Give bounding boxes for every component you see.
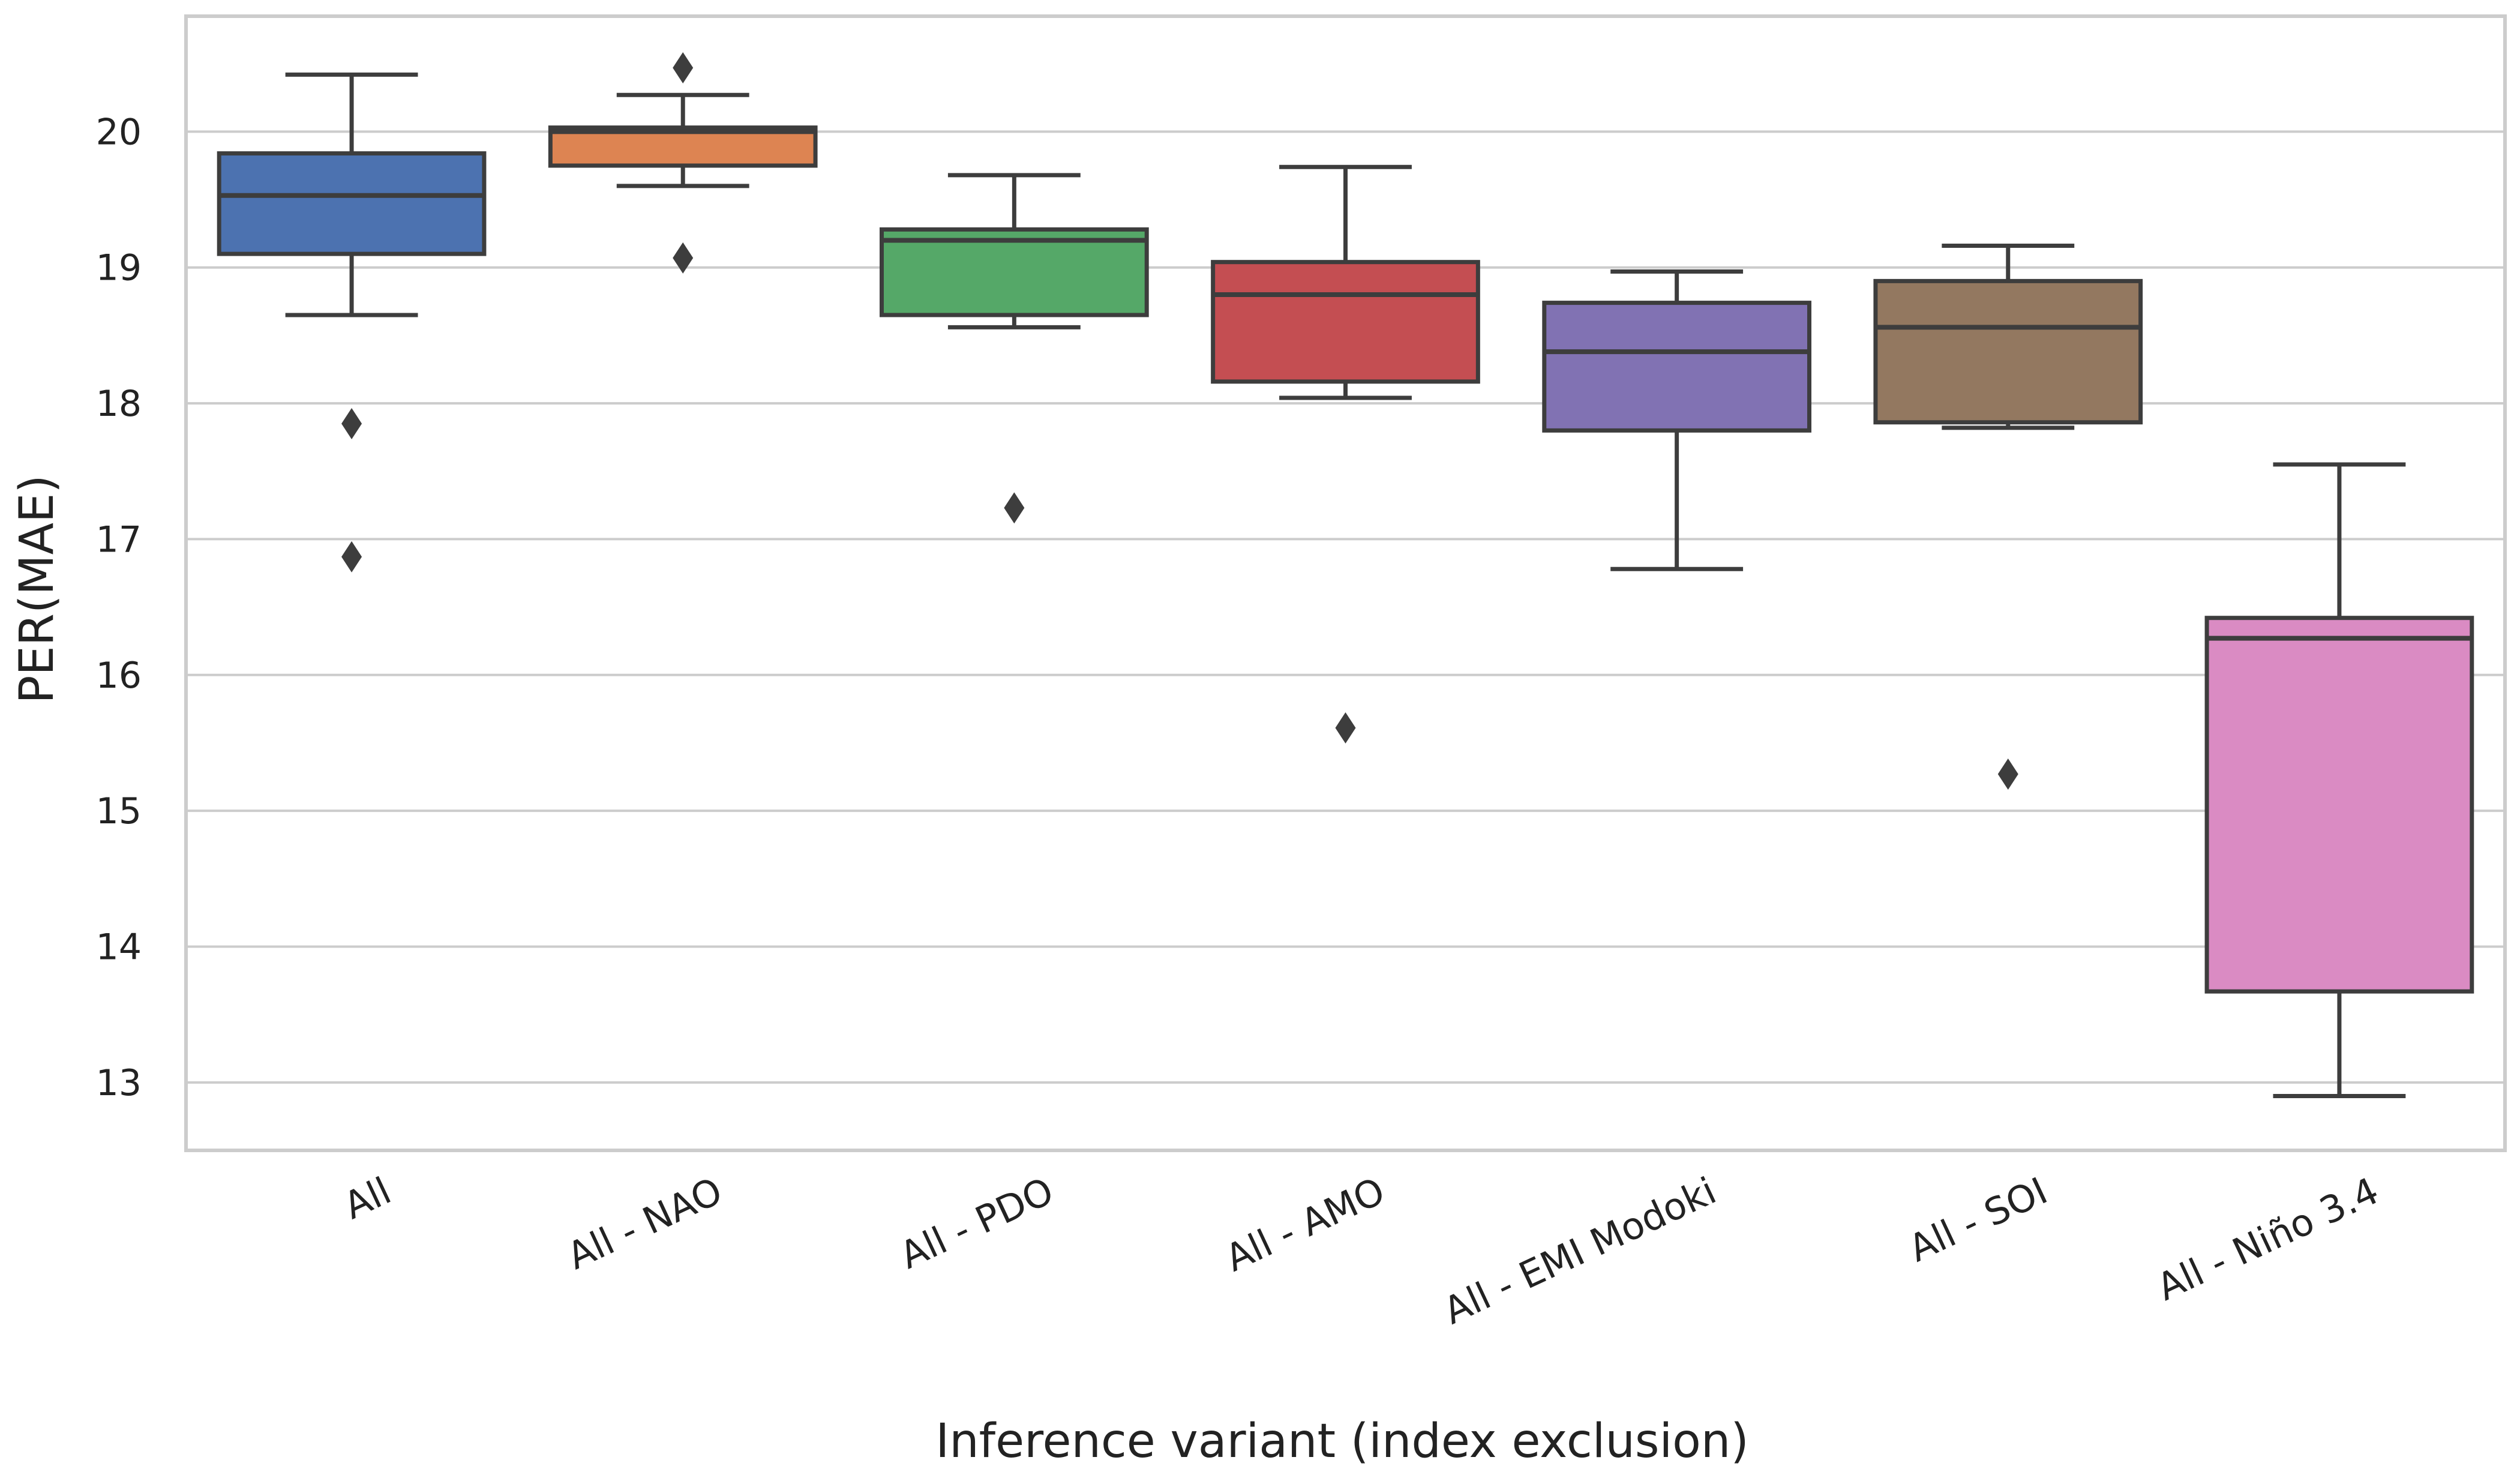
outlier-marker [341, 541, 362, 572]
box-group [548, 52, 818, 274]
box-group [1873, 244, 2143, 790]
outlier-marker [1335, 712, 1356, 744]
box-iqr [217, 151, 487, 256]
y-tick-label: 16 [96, 655, 142, 697]
box-iqr [1873, 278, 2143, 425]
y-tick-label: 20 [96, 111, 142, 153]
outlier-marker [673, 242, 694, 274]
box-group [217, 72, 487, 572]
box-group [1542, 269, 1811, 571]
y-tick-label: 14 [96, 926, 142, 968]
y-tick-label: 13 [96, 1062, 142, 1104]
box-series [217, 52, 2474, 1098]
outlier-marker [1997, 759, 2018, 790]
box-iqr [1542, 301, 1811, 433]
y-tick-label: 17 [96, 518, 142, 560]
y-axis-label: PER(MAE) [10, 475, 64, 703]
outlier-marker [1004, 492, 1025, 524]
y-tick-label: 19 [96, 247, 142, 289]
box-iqr [2204, 616, 2474, 994]
outlier-marker [673, 52, 694, 84]
x-axis-label: Inference variant (index exclusion) [935, 1414, 1749, 1468]
box-group [1211, 164, 1480, 744]
box-group [2204, 462, 2474, 1098]
y-tick-labels: 13 14 15 16 17 18 19 20 [96, 111, 142, 1104]
box-iqr [1211, 260, 1480, 384]
y-tick-label: 15 [96, 790, 142, 832]
outlier-marker [341, 408, 362, 440]
plot-frame [184, 14, 2507, 1152]
box-iqr [880, 227, 1149, 317]
y-tick-label: 18 [96, 383, 142, 425]
box-group [880, 173, 1149, 524]
